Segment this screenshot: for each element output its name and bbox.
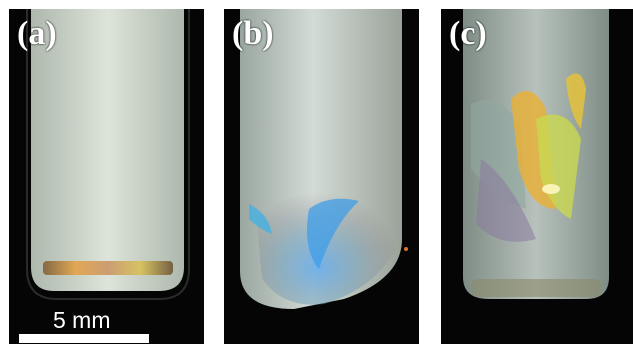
test-tube-b-image [240, 9, 408, 309]
test-tube-c-image [463, 9, 609, 299]
photo-panel-a: (a) 5 mm [9, 9, 204, 344]
photo-panel-c: (c) [441, 9, 633, 344]
photo-panel-b: (b) [224, 9, 419, 344]
panel-label-b: (b) [232, 15, 274, 52]
scale-bar [19, 334, 149, 343]
panel-label-c: (c) [449, 15, 487, 52]
scale-bar-label: 5 mm [53, 307, 111, 333]
panel-label-a: (a) [17, 15, 57, 52]
test-tube-a-image [26, 9, 190, 300]
